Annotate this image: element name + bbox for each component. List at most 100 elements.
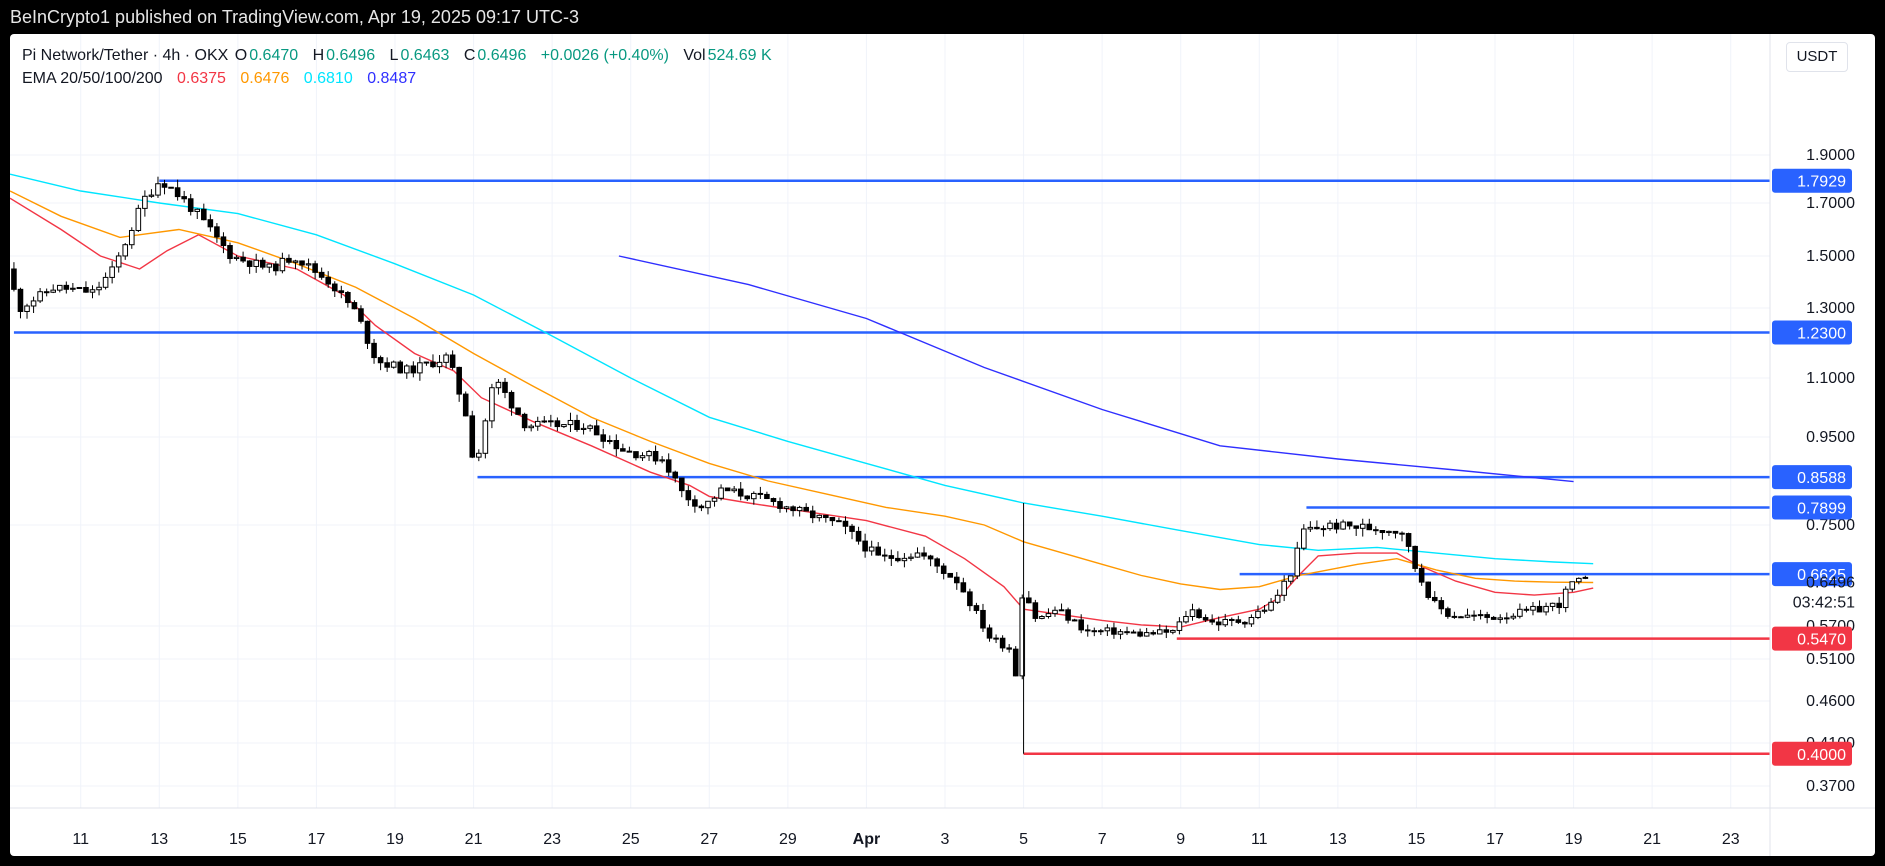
- candle-body: [580, 427, 587, 430]
- candle-body: [1582, 576, 1589, 579]
- candle-body: [1314, 526, 1320, 530]
- high-value: 0.6496: [326, 47, 376, 64]
- candle-body: [358, 308, 364, 322]
- candle-body: [967, 591, 973, 607]
- candle-body: [1458, 616, 1464, 619]
- candle-body: [986, 627, 993, 639]
- candle-body: [1196, 609, 1202, 619]
- candle-body: [122, 244, 129, 257]
- candle-body: [554, 420, 561, 428]
- axes: 1.9000 1.7000 1.5000 1.3000 1.1000 0.9500 0.75…: [10, 34, 1875, 856]
- price-label-bg: [1772, 320, 1852, 345]
- candle-body: [1301, 528, 1307, 549]
- candle-body: [1556, 602, 1562, 609]
- candle-body: [351, 302, 358, 310]
- candle-body: [790, 506, 796, 512]
- symbol-label[interactable]: Pi Network/Tether · 4h · OKX: [22, 47, 229, 64]
- price-label: 1.2300: [1797, 326, 1846, 343]
- candle-body: [1412, 545, 1418, 569]
- ema200-value: 0.8487: [367, 70, 417, 87]
- candle-body: [1163, 629, 1170, 633]
- candle-body: [24, 305, 30, 312]
- candle-body: [469, 415, 476, 458]
- y-tick-label: 0.9500: [1806, 429, 1855, 446]
- candle-body: [947, 572, 954, 578]
- candle-body: [620, 448, 626, 452]
- candle-body: [142, 195, 148, 209]
- candle-body: [692, 499, 698, 507]
- ema-line: [10, 173, 1594, 565]
- candle-body: [842, 520, 849, 527]
- candle-body: [233, 256, 240, 260]
- candle-body: [1006, 647, 1012, 650]
- candle-body: [1124, 631, 1130, 634]
- candle-body: [849, 525, 855, 532]
- price-label: 0.8588: [1797, 470, 1846, 487]
- candle-body: [1111, 627, 1117, 635]
- candle-body: [1150, 632, 1157, 635]
- candle-body: [993, 637, 999, 640]
- candle-body: [1176, 621, 1183, 631]
- x-tick-label: 7: [1098, 831, 1107, 848]
- candle-body: [299, 260, 305, 266]
- level-lines: [13, 179, 1770, 755]
- candle-body: [30, 300, 37, 307]
- candle-body: [1039, 616, 1045, 619]
- ema100-value: 0.6810: [303, 70, 353, 87]
- candle-body: [482, 420, 489, 454]
- candle-body: [489, 387, 495, 422]
- candle-body: [796, 506, 803, 512]
- ema-label[interactable]: EMA 20/50/100/200: [22, 70, 163, 87]
- candle-body: [764, 493, 770, 500]
- candle-body: [259, 259, 266, 268]
- ema-line: [618, 255, 1574, 483]
- candle-body: [1209, 619, 1215, 623]
- x-tick-label: 29: [779, 831, 797, 848]
- candle-body: [711, 497, 718, 502]
- candle-body: [462, 393, 469, 417]
- candle-body: [901, 557, 908, 562]
- candle-body: [731, 488, 737, 492]
- price-chart[interactable]: 1.9000 1.7000 1.5000 1.3000 1.1000 0.9500 0.75…: [10, 34, 1875, 856]
- candle-body: [777, 501, 783, 509]
- candle-body: [1576, 577, 1582, 583]
- candle-body: [1510, 615, 1517, 619]
- candle-body: [1327, 522, 1333, 530]
- candle-body: [1222, 618, 1229, 626]
- candle-body: [1287, 575, 1294, 582]
- candle-body: [652, 451, 659, 462]
- open-label: O: [234, 47, 248, 64]
- x-tick-label: 23: [543, 831, 561, 848]
- candle-body: [1248, 616, 1255, 625]
- price-label-bg: [1772, 741, 1852, 766]
- candle-body: [1543, 605, 1549, 613]
- candle-body: [1032, 602, 1039, 619]
- candle-body: [1012, 648, 1019, 677]
- currency-selector[interactable]: USDT: [1786, 42, 1848, 72]
- candle-body: [364, 320, 371, 344]
- candle-body: [11, 268, 17, 290]
- x-tick-label: 17: [308, 831, 326, 848]
- x-tick-label: 5: [1019, 831, 1028, 848]
- candle-body: [561, 424, 567, 428]
- x-tick-label: 3: [941, 831, 950, 848]
- price-label: 0.6625: [1797, 567, 1846, 584]
- x-tick-label: 9: [1176, 831, 1185, 848]
- y-tick-label: 1.5000: [1806, 248, 1855, 265]
- x-tick-label: 21: [465, 831, 483, 848]
- x-tick-label: 15: [1408, 831, 1426, 848]
- candle-body: [476, 452, 482, 458]
- candle-body: [914, 552, 921, 558]
- x-tick-label: 27: [700, 831, 718, 848]
- candle-body: [895, 557, 901, 562]
- candle-body: [1078, 619, 1084, 631]
- price-label-bg: [1772, 562, 1852, 587]
- candle-body: [155, 183, 161, 196]
- low-label: L: [389, 47, 399, 64]
- candle-body: [1143, 632, 1150, 637]
- candle-body: [423, 361, 430, 364]
- candle-body: [1490, 616, 1497, 620]
- candle-body: [1156, 629, 1163, 635]
- candle-body: [168, 186, 174, 189]
- grid-lines: [10, 34, 1770, 808]
